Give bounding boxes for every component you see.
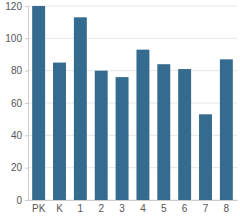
x-tick-label: 2 — [98, 203, 104, 214]
y-tick: 120 — [5, 1, 28, 12]
x-tick: 2 — [98, 200, 104, 214]
grid-line — [28, 6, 237, 7]
y-tick-mark — [25, 6, 28, 7]
x-tick-label: 6 — [182, 203, 188, 214]
x-tick: 3 — [119, 200, 125, 214]
y-tick: 0 — [16, 195, 28, 206]
y-tick: 100 — [5, 33, 28, 44]
x-tick: 4 — [140, 200, 146, 214]
bar — [199, 114, 212, 200]
plot: 0 20 40 60 80 100 120 PK K 1 2 3 4 5 6 7 8 — [5, 1, 237, 214]
grid — [28, 6, 237, 200]
y-tick: 80 — [11, 65, 28, 76]
x-tick-label: 1 — [78, 203, 84, 214]
x-tick-label: K — [56, 203, 63, 214]
bar — [157, 64, 170, 200]
x-tick-label: 7 — [203, 203, 209, 214]
bar — [136, 50, 149, 200]
x-tick: 6 — [182, 200, 188, 214]
x-tick-label: 8 — [224, 203, 230, 214]
y-tick-label: 80 — [11, 65, 23, 76]
y-tick-mark — [25, 71, 28, 72]
x-tick: 8 — [224, 200, 230, 214]
chart: 0 20 40 60 80 100 120 PK K 1 2 3 4 5 6 7 8 — [0, 0, 240, 220]
x-tick-label: 5 — [161, 203, 167, 214]
x-tick: PK — [32, 200, 46, 214]
y-tick: 20 — [11, 162, 28, 173]
bar — [32, 6, 45, 200]
bar — [53, 63, 66, 200]
y-axis-line — [25, 7, 29, 201]
x-tick-label: PK — [32, 203, 46, 214]
x-tick: 1 — [78, 200, 84, 214]
x-tick: K — [56, 200, 63, 214]
y-tick: 60 — [11, 98, 28, 109]
y-tick-label: 20 — [11, 162, 23, 173]
x-tick: 7 — [203, 200, 209, 214]
y-tick-mark — [25, 135, 28, 136]
x-axis-line — [29, 200, 238, 201]
y-tick-mark — [25, 168, 28, 169]
y-axis: 0 20 40 60 80 100 120 — [5, 1, 28, 206]
y-tick-label: 100 — [5, 33, 22, 44]
bar — [74, 17, 87, 200]
bar — [220, 59, 233, 200]
bar — [95, 71, 108, 200]
y-tick-mark — [25, 200, 28, 201]
y-tick-mark — [25, 38, 28, 39]
y-tick-label: 40 — [11, 130, 23, 141]
bar — [116, 77, 129, 200]
y-tick-label: 120 — [5, 1, 22, 12]
bar — [178, 69, 191, 200]
y-tick-label: 0 — [16, 195, 22, 206]
grid-line — [28, 38, 237, 39]
bars — [32, 6, 233, 200]
x-axis: PK K 1 2 3 4 5 6 7 8 — [29, 200, 238, 214]
x-tick-label: 4 — [140, 203, 146, 214]
y-tick: 40 — [11, 130, 28, 141]
y-tick-label: 60 — [11, 98, 23, 109]
x-tick-label: 3 — [119, 203, 125, 214]
x-tick: 5 — [161, 200, 167, 214]
y-tick-mark — [25, 103, 28, 104]
